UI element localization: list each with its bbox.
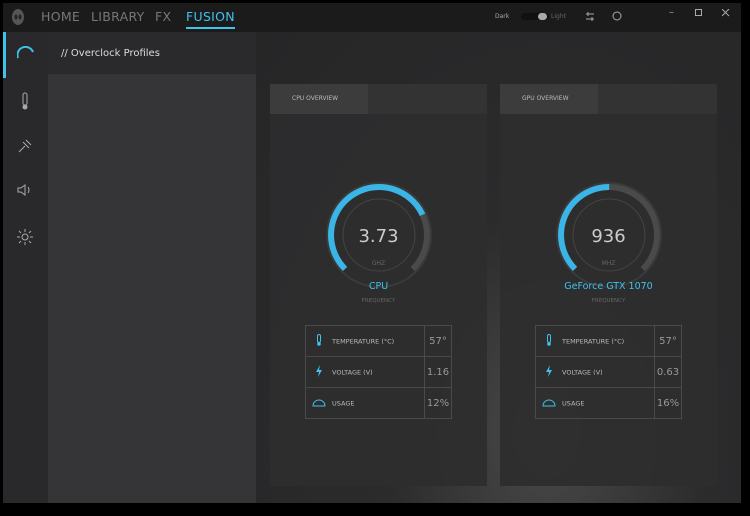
metric-value: 57° [654, 325, 682, 357]
metric-value: 16% [654, 387, 682, 419]
window: HOME LIBRARY FX FUSION Dark Light – // Over… [3, 3, 741, 503]
title-bar: HOME LIBRARY FX FUSION Dark Light – [3, 3, 741, 32]
metric-label-cell: USAGE [305, 387, 425, 419]
metric-icon [306, 364, 332, 380]
metric-label-cell: USAGE [535, 387, 655, 419]
lighting-icon[interactable] [16, 228, 34, 246]
device-label: FREQUENCY [591, 298, 626, 304]
nav-tab[interactable]: FX [155, 9, 172, 24]
side-panel [48, 32, 256, 503]
card-header [368, 84, 487, 114]
nav-tab[interactable]: LIBRARY [91, 9, 145, 24]
device-name: CPU [368, 281, 389, 292]
overclock-icon[interactable] [17, 46, 35, 60]
overview-card: GPU OVERVIEW 936 MHZ GeForce GTX 1070 FREQUE… [500, 84, 717, 486]
card-tab[interactable]: CPU OVERVIEW [270, 84, 368, 114]
theme-toggle[interactable] [521, 13, 549, 20]
main-area: CPU OVERVIEW 3.73 GHZ CPU FREQUENCY TEMPERATU… [256, 32, 741, 503]
metric-label-cell: TEMPERATURE (°C) [535, 325, 655, 357]
overview-card: CPU OVERVIEW 3.73 GHZ CPU FREQUENCY TEMPERATU… [270, 84, 487, 486]
metric-value: 0.63 [654, 356, 682, 388]
metric-label: VOLTAGE (V) [562, 368, 603, 376]
metric-label: USAGE [332, 399, 355, 407]
help-icon[interactable] [612, 11, 622, 21]
section-title: // Overclock Profiles [61, 48, 160, 59]
metric-icon [306, 333, 332, 349]
gauge-unit: MHZ [601, 260, 616, 267]
metric-icon [306, 397, 332, 410]
active-indicator [3, 32, 6, 78]
metric-label-cell: VOLTAGE (V) [535, 356, 655, 388]
dark-label: Dark [495, 13, 510, 20]
gauge [326, 182, 432, 292]
minimize[interactable]: – [669, 7, 674, 18]
metrics-table: TEMPERATURE (°C) 57° VOLTAGE (V) 1.16 USAGE 1… [305, 325, 452, 419]
nav-tab[interactable]: FUSION [186, 9, 235, 29]
metric-row: USAGE 16% [535, 387, 682, 419]
metric-icon [536, 364, 562, 380]
metric-label: TEMPERATURE (°C) [562, 337, 625, 345]
metric-label: USAGE [562, 399, 585, 407]
nav-tab[interactable]: HOME [41, 9, 81, 24]
metric-row: TEMPERATURE (°C) 57° [535, 325, 682, 357]
gauge-unit: GHZ [371, 260, 386, 267]
close[interactable] [722, 9, 730, 17]
gauge-value: 936 [591, 226, 626, 247]
gauge [556, 182, 662, 292]
card-header [598, 84, 717, 114]
metric-row: TEMPERATURE (°C) 57° [305, 325, 452, 357]
gauge-value: 3.73 [358, 226, 399, 247]
metrics-table: TEMPERATURE (°C) 57° VOLTAGE (V) 0.63 USAGE 1… [535, 325, 682, 419]
metric-icon [536, 397, 562, 410]
metric-value: 57° [424, 325, 452, 357]
device-label: FREQUENCY [361, 298, 396, 304]
light-label: Light [551, 13, 566, 20]
metric-label: VOLTAGE (V) [332, 368, 373, 376]
metric-label-cell: TEMPERATURE (°C) [305, 325, 425, 357]
panel-header[interactable]: // Overclock Profiles [48, 32, 256, 74]
power-icon[interactable] [17, 138, 35, 154]
metric-row: VOLTAGE (V) 1.16 [305, 356, 452, 388]
audio-icon[interactable] [16, 183, 34, 197]
card-tab[interactable]: GPU OVERVIEW [500, 84, 598, 114]
thermal-icon[interactable] [20, 92, 30, 110]
metric-value: 12% [424, 387, 452, 419]
maximize[interactable] [695, 9, 703, 17]
metric-icon [536, 333, 562, 349]
metric-label-cell: VOLTAGE (V) [305, 356, 425, 388]
settings-icon[interactable] [585, 12, 595, 21]
metric-label: TEMPERATURE (°C) [332, 337, 395, 345]
metric-row: USAGE 12% [305, 387, 452, 419]
active-underline [186, 27, 235, 29]
metric-row: VOLTAGE (V) 0.63 [535, 356, 682, 388]
metric-value: 1.16 [424, 356, 452, 388]
icon-rail [3, 32, 48, 503]
logo [12, 9, 24, 25]
device-name: GeForce GTX 1070 [564, 281, 653, 292]
